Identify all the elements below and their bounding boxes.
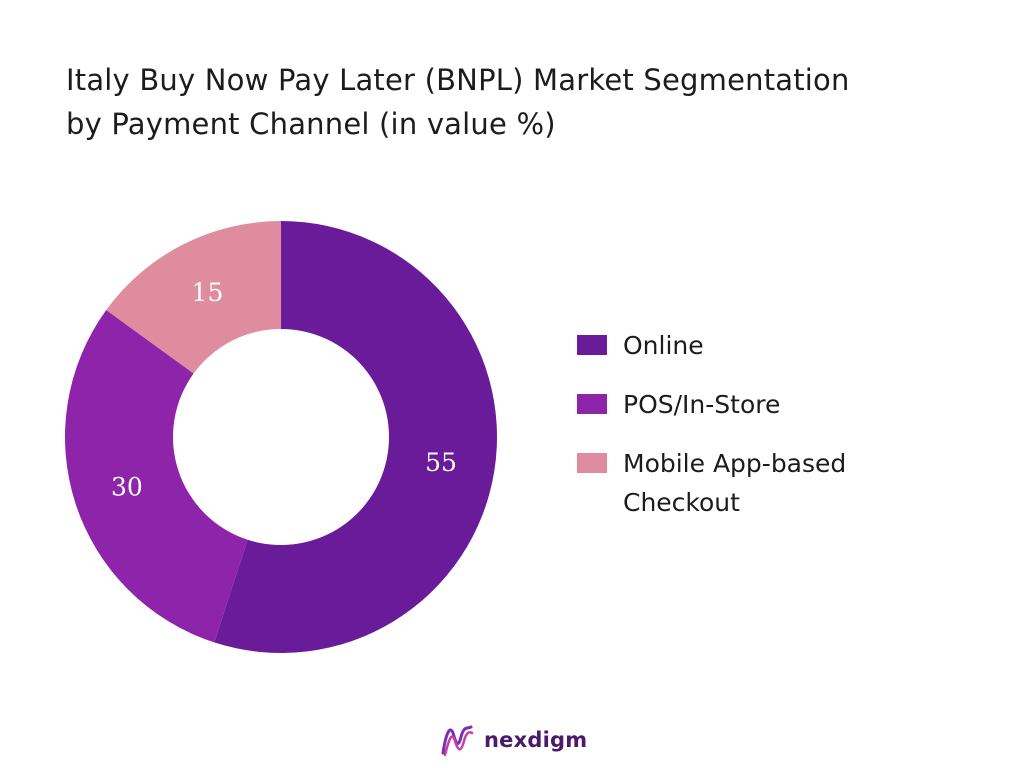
legend-label-online: Online	[623, 326, 923, 365]
data-label-mobile-app-checkout: 15	[192, 278, 224, 307]
legend-label-mobile-app-checkout-line-2: Checkout	[623, 488, 740, 517]
donut-slice-online	[214, 221, 498, 654]
legend-label-mobile-app-checkout-line-1: Mobile App-based	[623, 449, 847, 478]
chart-legend: Online POS/In-Store Mobile App-based Che…	[577, 326, 977, 542]
data-label-pos-in-store: 30	[111, 473, 143, 502]
legend-item-online: Online	[577, 326, 977, 365]
donut-chart: 55 30 15	[64, 221, 498, 654]
wave-logo-icon	[441, 725, 474, 757]
chart-title-line-2: by Payment Channel (in value %)	[66, 107, 556, 141]
legend-item-mobile-app-checkout: Mobile App-based Checkout	[577, 444, 977, 522]
legend-label-pos-in-store-line-1: POS/In-Store	[623, 390, 781, 419]
legend-swatch-mobile-app-checkout	[577, 453, 607, 473]
legend-label-pos-in-store: POS/In-Store	[623, 385, 923, 424]
data-label-online: 55	[425, 448, 457, 477]
legend-label-mobile-app-checkout: Mobile App-based Checkout	[623, 444, 923, 522]
legend-label-online-line-1: Online	[623, 331, 704, 360]
chart-title-line-1: Italy Buy Now Pay Later (BNPL) Market Se…	[66, 63, 850, 97]
legend-swatch-online	[577, 335, 607, 355]
donut-slice-mobile-app-checkout	[106, 221, 282, 374]
brand-name: nexdigm	[484, 728, 588, 752]
chart-title: Italy Buy Now Pay Later (BNPL) Market Se…	[66, 58, 966, 146]
legend-item-pos-in-store: POS/In-Store	[577, 385, 977, 424]
brand-logo: nexdigm	[440, 720, 587, 760]
donut-slice-pos-in-store	[64, 310, 248, 643]
legend-swatch-pos-in-store	[577, 394, 607, 414]
